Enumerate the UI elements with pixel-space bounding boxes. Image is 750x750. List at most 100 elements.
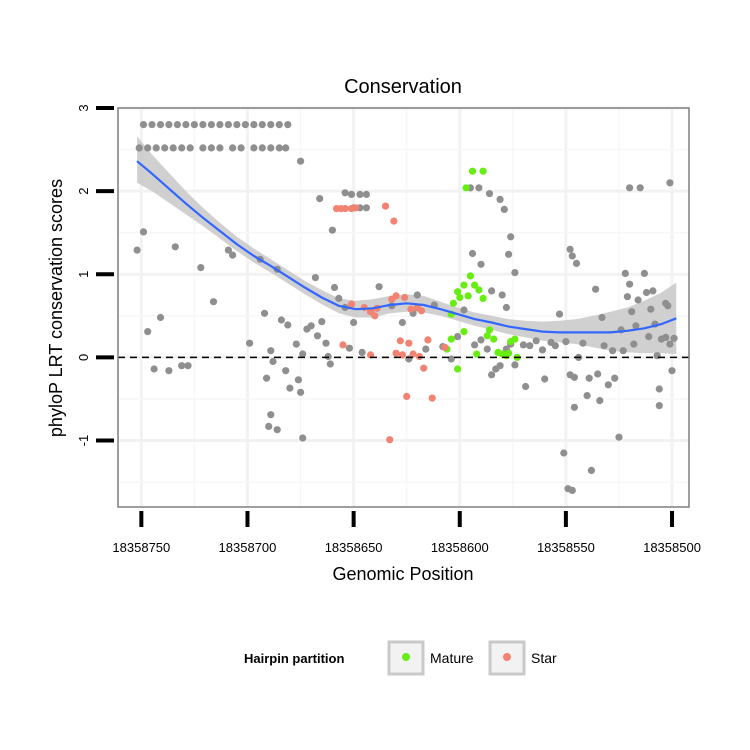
point-other [488,371,496,379]
point-other [507,233,515,241]
point-other [318,318,326,326]
point-other [566,245,574,253]
point-other [311,274,319,282]
legend: Hairpin partition Mature Star [244,640,557,676]
point-other [587,466,596,474]
point-other [178,144,186,152]
y-tick-label: 1 [76,271,91,278]
point-other [326,360,334,368]
point-other [375,283,383,291]
point-other [413,291,421,299]
point-other [475,184,483,192]
point-other [294,376,302,384]
point-other [265,422,273,430]
point-star [407,305,415,313]
point-mature [454,288,462,296]
point-mature [460,281,468,289]
point-mature [468,167,477,175]
point-other [182,121,190,129]
point-other [269,357,277,366]
point-other [267,347,275,355]
point-mature [462,184,470,192]
point-other [519,341,528,349]
point-other [498,291,506,299]
point-other [634,296,642,304]
point-mature [473,350,481,358]
point-other [316,195,324,203]
point-other [246,339,254,347]
point-mature [479,294,487,302]
point-other [594,370,602,378]
point-other [341,189,349,197]
point-other [585,374,593,382]
point-other [216,144,224,152]
point-other [299,434,307,442]
point-other [657,335,666,343]
point-mature [475,286,483,294]
point-other [511,269,519,277]
smooth-line [136,160,677,334]
point-mature [479,167,487,175]
point-other [184,362,192,370]
point-mature [466,272,474,280]
point-mature [511,335,519,343]
point-other [335,294,343,302]
point-other [322,339,330,347]
point-other [207,121,215,129]
point-other [209,298,218,306]
x-tick-label: 18358600 [431,540,489,555]
point-other [562,338,570,346]
point-other [541,375,549,383]
legend-mature-label: Mature [430,650,474,666]
point-other [241,121,249,129]
legend-star-label: Star [531,650,557,666]
point-star [441,343,449,351]
chart-title: Conservation [344,76,462,98]
y-tick-label: 2 [76,188,91,195]
point-other [350,318,358,327]
point-other [538,346,547,354]
point-other [568,486,576,494]
x-tick-label: 18358750 [112,540,170,555]
point-other [267,144,275,152]
point-star [390,217,398,225]
point-other [579,339,587,347]
point-other [649,287,657,295]
point-other [485,190,494,198]
point-mature [447,335,455,343]
point-other [156,313,165,322]
point-other [161,144,169,152]
point-other [135,144,143,152]
point-star [405,339,413,347]
point-other [330,283,339,292]
point-other [358,348,366,356]
point-other [139,121,148,129]
data-points [133,121,678,494]
point-other [511,361,519,369]
point-other [398,318,406,327]
y-axis: -1 0 1 2 3 [76,104,114,446]
point-star [403,392,411,400]
y-tick-label: -1 [76,435,91,447]
point-other [505,250,513,258]
point-star [396,337,404,345]
point-other [250,121,258,129]
point-other [307,322,315,330]
y-tick-label: 0 [76,354,91,361]
point-mature [471,281,479,289]
point-other [258,121,266,129]
point-mature [456,293,464,302]
point-other [630,340,638,348]
point-mature [464,292,472,300]
legend-title: Hairpin partition [244,651,344,666]
point-other [596,397,604,405]
point-star [415,352,423,361]
point-other [152,144,160,152]
point-star [409,350,417,358]
point-other [636,184,644,192]
point-other [626,184,634,192]
x-tick-label: 18358700 [219,540,277,555]
point-other [199,144,207,152]
point-star [401,293,409,302]
point-other [144,328,152,336]
